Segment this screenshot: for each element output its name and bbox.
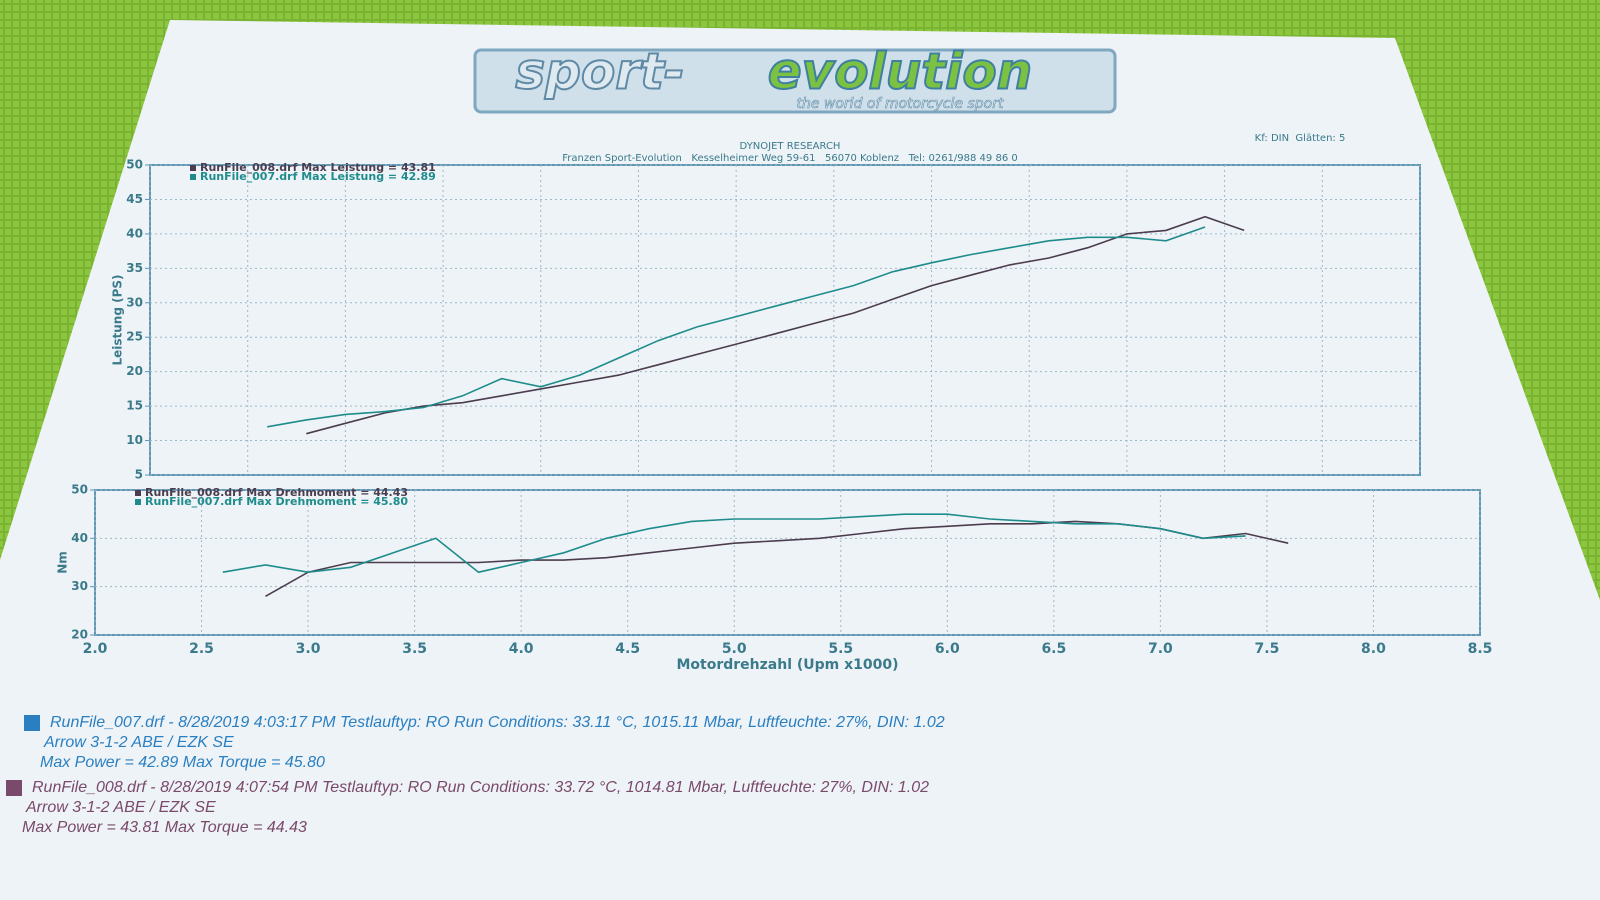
company: DYNOJET RESEARCH <box>740 141 841 152</box>
x-tick-label: 7.0 <box>1148 641 1173 657</box>
x-axis-label: Motordrehzahl (Upm x1000) <box>676 657 898 673</box>
y-axis-label: Nm <box>56 551 70 574</box>
x-tick-label: 3.0 <box>296 641 321 657</box>
y-tick-label: 40 <box>126 226 143 240</box>
run-icon <box>6 780 22 796</box>
x-tick-label: 6.0 <box>935 641 960 657</box>
run-exhaust: Arrow 3-1-2 ABE / EZK SE <box>43 734 234 751</box>
logo-box <box>473 48 1117 114</box>
y-tick-label: 30 <box>126 295 143 309</box>
y-tick-label: 25 <box>126 330 143 344</box>
x-tick-label: 5.0 <box>722 641 747 657</box>
y-tick-label: 20 <box>71 628 88 642</box>
address: Franzen Sport-Evolution Kesselheimer Weg… <box>562 153 1017 164</box>
x-tick-label: 5.5 <box>828 641 853 657</box>
y-tick-label: 20 <box>126 364 143 378</box>
settings: Kf: DIN Glätten: 5 <box>1255 133 1346 144</box>
paper <box>0 20 1600 900</box>
legend-swatch <box>135 490 141 496</box>
series-line <box>267 226 1206 428</box>
x-tick-label: 2.5 <box>189 641 214 657</box>
x-tick-label: 2.0 <box>83 641 108 657</box>
y-tick-label: 50 <box>126 158 143 172</box>
y-tick-label: 10 <box>126 433 143 447</box>
y-tick-label: 5 <box>135 468 143 482</box>
run-icon <box>24 715 40 731</box>
legend-swatch <box>190 165 196 171</box>
series-line <box>222 513 1246 574</box>
y-tick-label: 40 <box>71 531 88 545</box>
y-axis-label: Leistung (PS) <box>111 274 125 365</box>
y-tick-label: 30 <box>71 579 88 593</box>
legend-label: RunFile_007.drf Max Drehmoment = 45.80 <box>145 495 408 508</box>
run-title: RunFile_007.drf - 8/28/2019 4:03:17 PM T… <box>50 714 945 731</box>
x-tick-label: 3.5 <box>402 641 427 657</box>
plot-frame <box>94 489 1481 636</box>
legend-swatch <box>190 174 196 180</box>
run-title: RunFile_008.drf - 8/28/2019 4:07:54 PM T… <box>32 779 929 796</box>
legend-label: RunFile_008.drf Max Drehmoment = 44.43 <box>145 486 408 499</box>
logo: sport- <box>515 43 684 101</box>
x-tick-label: 8.0 <box>1361 641 1386 657</box>
logo-tagline: the world of motorcycle sport <box>796 96 1004 112</box>
y-tick-label: 45 <box>126 192 143 206</box>
x-tick-label: 4.0 <box>509 641 534 657</box>
series-line <box>306 215 1245 435</box>
run-max: Max Power = 43.81 Max Torque = 44.43 <box>22 819 307 836</box>
y-tick-label: 15 <box>126 399 143 413</box>
legend-swatch <box>135 499 141 505</box>
legend-label: RunFile_008.drf Max Leistung = 43.81 <box>200 161 436 174</box>
legend-label: RunFile_007.drf Max Leistung = 42.89 <box>200 170 436 183</box>
y-tick-label: 35 <box>126 261 143 275</box>
run-max: Max Power = 42.89 Max Torque = 45.80 <box>40 754 325 771</box>
logo: evolution <box>768 43 1033 101</box>
x-tick-label: 4.5 <box>615 641 640 657</box>
x-tick-label: 7.5 <box>1255 641 1280 657</box>
x-tick-label: 8.5 <box>1468 641 1493 657</box>
run-exhaust: Arrow 3-1-2 ABE / EZK SE <box>25 799 216 816</box>
x-tick-label: 6.5 <box>1041 641 1066 657</box>
y-tick-label: 50 <box>71 483 88 497</box>
